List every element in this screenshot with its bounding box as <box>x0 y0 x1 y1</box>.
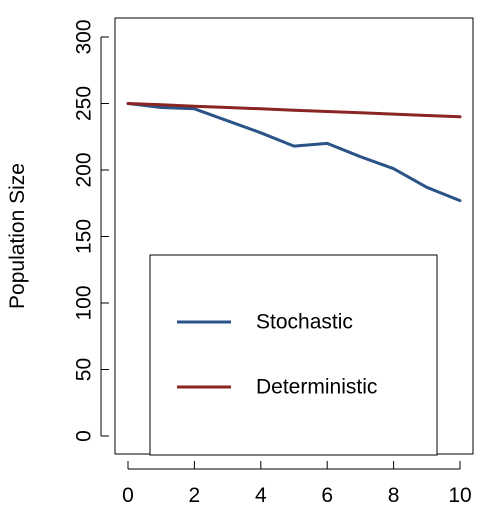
y-tick-label: 200 <box>73 152 96 187</box>
y-axis-title: Population Size <box>6 163 29 309</box>
y-tick-label: 0 <box>73 430 96 442</box>
x-tick-label: 2 <box>189 484 201 507</box>
y-tick-label: 300 <box>73 19 96 54</box>
legend: Stochastic Deterministic <box>149 254 438 456</box>
y-tick-label: 50 <box>73 358 96 381</box>
y-tick-label: 100 <box>73 285 96 320</box>
series-line-deterministic <box>126 102 462 119</box>
x-tick-label: 4 <box>255 484 267 507</box>
x-tick-label: 0 <box>122 484 134 507</box>
series-lines <box>126 102 462 203</box>
x-tick-label: 8 <box>388 484 400 507</box>
legend-label-stochastic: Stochastic <box>256 311 353 334</box>
y-tick-label: 150 <box>73 219 96 254</box>
series-line-stochastic <box>126 102 462 203</box>
legend-box <box>149 254 438 456</box>
x-tick-label: 6 <box>321 484 333 507</box>
legend-label-deterministic: Deterministic <box>256 376 377 399</box>
y-tick-label: 250 <box>73 86 96 121</box>
x-tick-label: 10 <box>448 484 471 507</box>
